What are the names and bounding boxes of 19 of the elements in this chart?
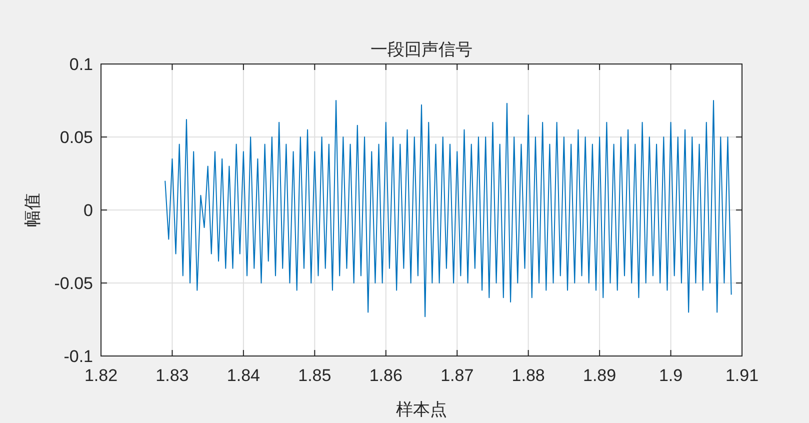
y-tick-label: -0.05	[54, 274, 93, 293]
chart-title: 一段回声信号	[370, 40, 472, 59]
x-axis-title: 样本点	[396, 400, 447, 419]
x-tick-label: 1.88	[512, 366, 545, 385]
y-tick-label: 0.1	[69, 55, 93, 74]
x-tick-label: 1.82	[84, 366, 118, 385]
y-tick-label: -0.1	[64, 347, 93, 366]
x-tick-label: 1.84	[226, 366, 260, 385]
x-tick-label: 1.89	[583, 366, 616, 385]
x-tick-label: 1.86	[369, 366, 402, 385]
y-tick-label: 0.05	[60, 128, 93, 147]
x-tick-label: 1.91	[725, 366, 759, 385]
line-series	[164, 100, 732, 318]
x-tick-label: 1.85	[298, 366, 332, 385]
x-tick-label: 1.9	[658, 366, 683, 385]
x-tick-label: 1.83	[156, 366, 189, 385]
x-tick-label: 1.87	[440, 366, 474, 385]
y-axis-title: 幅值	[23, 193, 42, 227]
y-tick-label: 0	[84, 201, 93, 220]
